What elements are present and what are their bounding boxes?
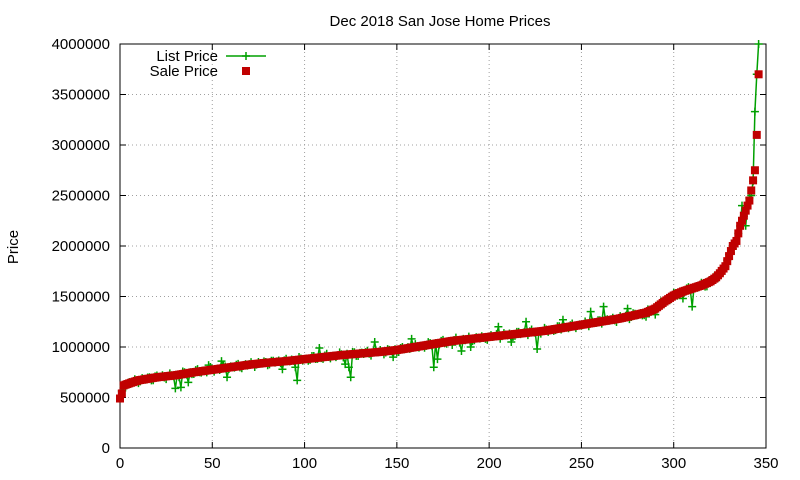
list-price-point [599,302,608,311]
list-price-point [217,357,226,366]
list-price-point [533,345,542,354]
x-tick-label: 0 [116,455,124,472]
x-tick-label: 250 [569,455,594,472]
sale-price-point [723,257,732,266]
sale-price-point [117,389,126,398]
x-tick-label: 350 [753,455,778,472]
x-tick-label: 50 [204,455,221,472]
sale-price-point [732,236,741,245]
sale-price-point [726,247,735,256]
axes: 0 50 100 150 200 250 300 350 0 500000 1000000 15000… [52,36,779,472]
list-price-point [315,344,324,353]
sale-price-point [738,216,747,225]
sale-price-point [752,130,761,139]
sale-price-point [754,70,763,79]
sale-price-point [721,262,730,271]
y-tick-label: 1500000 [52,289,110,306]
list-price-point [494,322,503,331]
list-price-point [171,384,180,393]
legend-marker-sale-price [242,67,250,75]
list-price-point [370,337,379,346]
y-tick-label: 2500000 [52,188,110,205]
list-price-point [507,337,516,346]
x-tick-label: 200 [477,455,502,472]
list-price-point [176,383,185,392]
list-price-point [407,334,416,343]
y-tick-label: 0 [102,440,110,457]
x-tick-label: 150 [384,455,409,472]
y-tick-label: 3500000 [52,87,110,104]
sale-price-point [741,206,750,215]
sale-price-point [116,394,124,403]
sale-price-point [743,201,752,210]
y-tick-label: 4000000 [52,36,110,53]
list-price-point [558,315,567,324]
list-price-point [344,363,353,372]
y-axis-label: Price [5,230,22,264]
list-price-point [688,302,697,311]
x-tick-label: 300 [661,455,686,472]
list-price-point [184,378,193,387]
list-price-point [293,376,302,385]
legend-marker-list-price [242,52,250,60]
y-tick-label: 3000000 [52,137,110,154]
series-sale-price [116,70,763,403]
list-price-point [586,307,595,316]
y-tick-label: 1000000 [52,339,110,356]
list-price-point [522,317,531,326]
list-price-point [346,373,355,382]
list-price-point [750,107,759,116]
sale-price-point [734,229,743,238]
legend-label-list-price: List Price [156,48,218,65]
y-tick-label: 2000000 [52,238,110,255]
x-tick-label: 100 [292,455,317,472]
sale-price-point [745,196,754,205]
sale-price-point [736,221,745,230]
list-price-point [223,373,232,382]
legend-label-sale-price: Sale Price [150,63,218,80]
sale-price-point [749,176,758,185]
list-price-point [457,347,466,356]
sale-price-point [725,252,734,261]
list-price-point [623,304,632,313]
chart-title: Dec 2018 San Jose Home Prices [330,13,551,30]
grid [120,44,766,448]
list-price-point [433,355,442,364]
sale-price-point [747,186,756,195]
list-price-point [466,343,475,351]
list-price-point [429,363,438,372]
y-tick-label: 500000 [60,390,110,407]
list-price-point [278,365,287,374]
sale-price-point [750,166,759,175]
plot-frame [119,43,767,449]
list-price-point [754,40,763,48]
sale-price-point [739,211,748,220]
